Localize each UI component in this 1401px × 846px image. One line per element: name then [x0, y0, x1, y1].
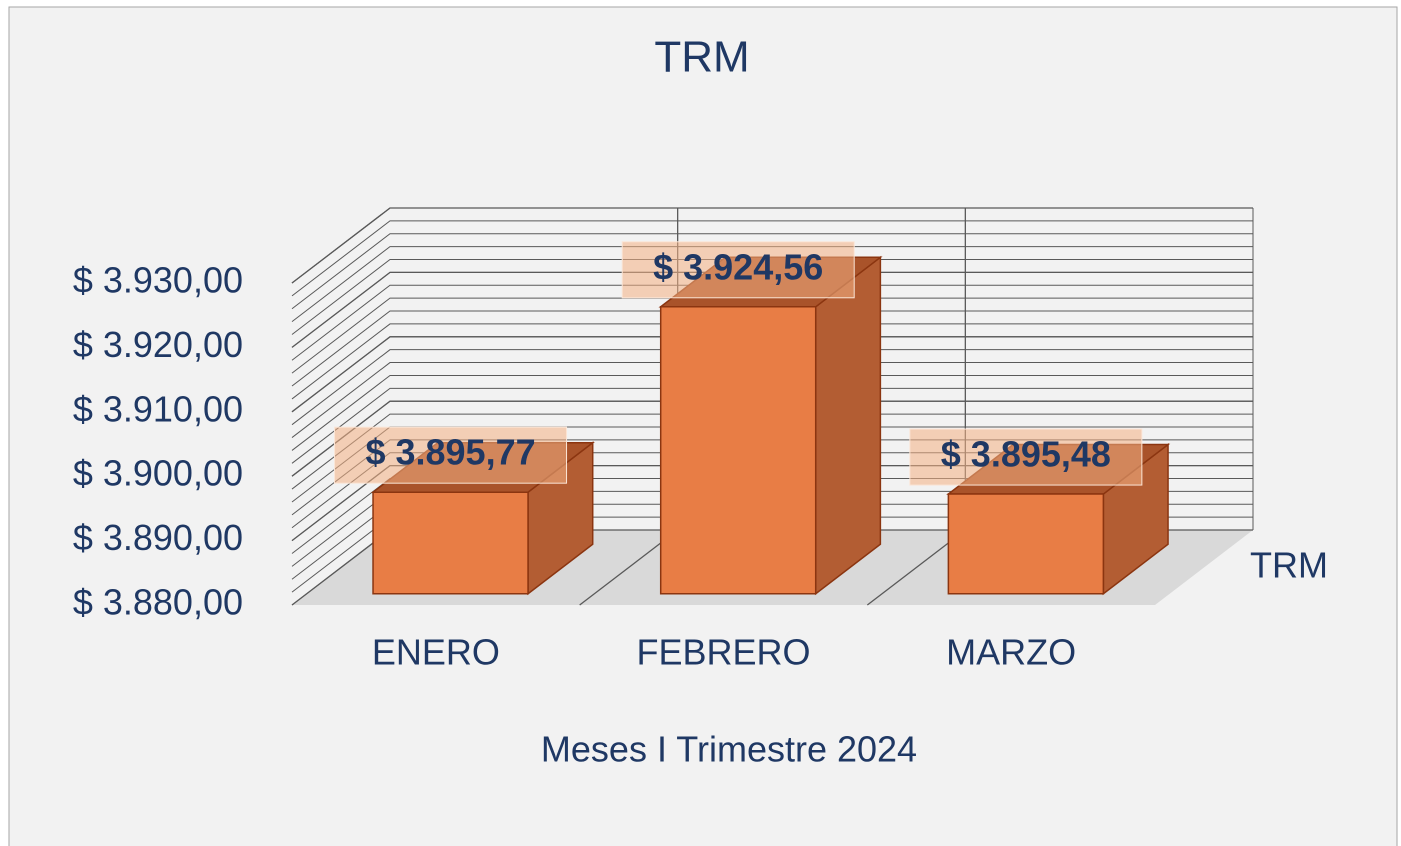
x-axis-label: Meses I Trimestre 2024 — [541, 729, 917, 770]
y-tick-label: $ 3.880,00 — [73, 582, 243, 623]
y-tick-label: $ 3.910,00 — [73, 388, 243, 429]
data-label: $ 3.895,77 — [365, 432, 535, 473]
bar-front — [372, 491, 529, 595]
y-tick-label: $ 3.900,00 — [73, 453, 243, 494]
data-label: $ 3.895,48 — [941, 434, 1111, 475]
bar-front — [659, 306, 817, 595]
data-label-box — [334, 426, 568, 484]
y-tick-label: $ 3.920,00 — [73, 324, 243, 365]
data-label-box — [621, 241, 855, 299]
bar-side — [814, 255, 882, 596]
y-tick-label: $ 3.930,00 — [73, 260, 243, 301]
x-tick-label: ENERO — [372, 632, 500, 673]
y-tick-label: $ 3.890,00 — [73, 517, 243, 558]
x-tick-label: FEBRERO — [636, 632, 810, 673]
data-label-box — [909, 428, 1143, 486]
data-label: $ 3.924,56 — [653, 246, 823, 287]
x-tick-label: MARZO — [946, 632, 1076, 673]
bar-front — [947, 493, 1105, 595]
chart-title: TRM — [654, 33, 749, 82]
bar — [658, 255, 883, 596]
axis-line — [291, 207, 391, 284]
legend-label: TRM — [1250, 545, 1328, 586]
